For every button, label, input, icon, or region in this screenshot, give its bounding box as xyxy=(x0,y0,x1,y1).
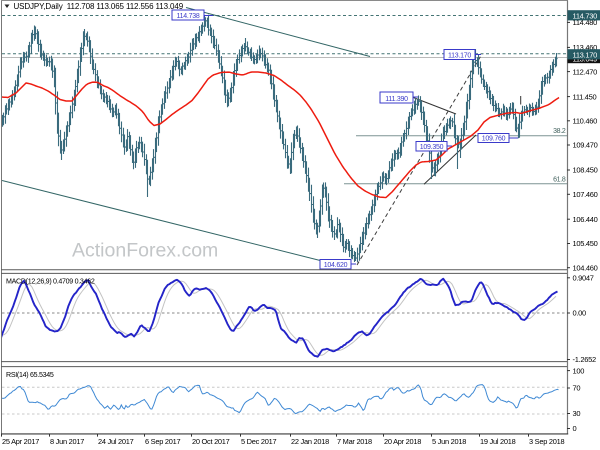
svg-text:22 Jan 2018: 22 Jan 2018 xyxy=(291,437,329,446)
svg-text:3 Sep 2018: 3 Sep 2018 xyxy=(529,437,564,446)
svg-text:USDJPY,Daily 112.708 113.065: USDJPY,Daily 112.708 113.065 112.556 113… xyxy=(14,2,184,11)
svg-text:114.480: 114.480 xyxy=(573,18,598,27)
svg-text:5 Dec 2017: 5 Dec 2017 xyxy=(241,437,276,446)
svg-text:ActionForex.com: ActionForex.com xyxy=(72,240,218,262)
svg-text:20 Oct 2017: 20 Oct 2017 xyxy=(192,437,230,446)
svg-text:0.00: 0.00 xyxy=(573,309,587,318)
svg-text:113.170: 113.170 xyxy=(573,51,598,60)
svg-text:109.760: 109.760 xyxy=(482,135,506,142)
svg-text:38.2: 38.2 xyxy=(553,128,566,135)
svg-text:104.460: 104.460 xyxy=(573,263,598,272)
svg-text:RSI(14) 65.5345: RSI(14) 65.5345 xyxy=(6,371,54,379)
svg-text:MACD(12,26,9) 0.4709 0.3462: MACD(12,26,9) 0.4709 0.3462 xyxy=(6,278,95,286)
svg-text:8 Jun 2017: 8 Jun 2017 xyxy=(50,437,84,446)
svg-text:105.450: 105.450 xyxy=(573,239,598,248)
svg-text:106.440: 106.440 xyxy=(573,215,598,224)
svg-text:-1.2652: -1.2652 xyxy=(573,355,596,364)
svg-text:0: 0 xyxy=(573,424,577,433)
svg-text:109.470: 109.470 xyxy=(573,141,598,150)
svg-text:70: 70 xyxy=(573,384,581,393)
svg-text:104.620: 104.620 xyxy=(324,262,348,269)
svg-text:19 Jul 2018: 19 Jul 2018 xyxy=(480,437,516,446)
svg-text:114.730: 114.730 xyxy=(573,12,598,21)
svg-text:110.460: 110.460 xyxy=(573,117,598,126)
svg-text:25 Apr 2017: 25 Apr 2017 xyxy=(2,437,39,446)
svg-text:109.350: 109.350 xyxy=(420,144,444,151)
svg-text:20 Apr 2018: 20 Apr 2018 xyxy=(384,437,421,446)
svg-text:113.170: 113.170 xyxy=(448,52,471,59)
svg-text:107.460: 107.460 xyxy=(573,190,598,199)
svg-text:0.9047: 0.9047 xyxy=(573,274,594,283)
svg-text:24 Jul 2017: 24 Jul 2017 xyxy=(98,437,134,446)
svg-text:112.470: 112.470 xyxy=(573,67,598,76)
svg-text:5 Jun 2018: 5 Jun 2018 xyxy=(432,437,466,446)
svg-text:111.450: 111.450 xyxy=(573,92,597,101)
svg-text:61.8: 61.8 xyxy=(553,176,566,183)
svg-text:113.460: 113.460 xyxy=(573,43,598,52)
svg-text:114.738: 114.738 xyxy=(176,13,199,20)
svg-text:108.450: 108.450 xyxy=(573,166,598,175)
svg-text:30: 30 xyxy=(573,409,581,418)
svg-text:6 Sep 2017: 6 Sep 2017 xyxy=(145,437,180,446)
svg-text:111.390: 111.390 xyxy=(385,96,408,103)
svg-text:100: 100 xyxy=(573,366,585,375)
svg-text:7 Mar 2018: 7 Mar 2018 xyxy=(337,437,372,446)
